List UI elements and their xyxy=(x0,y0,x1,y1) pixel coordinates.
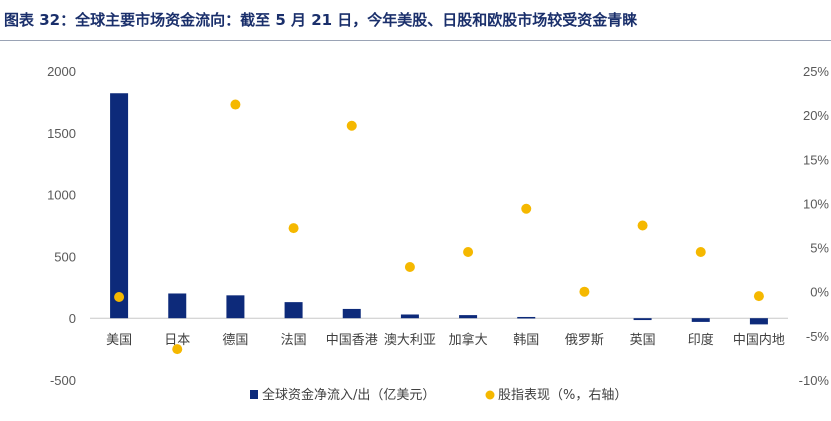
bar xyxy=(284,302,303,319)
bar xyxy=(691,318,710,322)
category-label: 印度 xyxy=(688,332,714,348)
scatter-point xyxy=(579,286,590,297)
bar xyxy=(400,314,419,319)
legend-dot-swatch xyxy=(485,390,495,400)
left-tick-label: 0 xyxy=(69,311,76,326)
bar xyxy=(517,316,536,319)
bar xyxy=(459,315,478,319)
right-axis: -10% -5% 0% 5% 10% 15% 20% 25% xyxy=(799,64,830,388)
scatter-point xyxy=(753,291,764,302)
bar xyxy=(633,318,652,321)
bar xyxy=(749,318,768,325)
category-label: 德国 xyxy=(222,333,248,348)
right-tick-label: -10% xyxy=(799,373,830,388)
legend-bar-swatch xyxy=(250,390,258,399)
legend-dot-label: 股指表现（%，右轴） xyxy=(498,388,627,403)
bar xyxy=(110,93,129,319)
scatter-point xyxy=(637,220,648,231)
right-tick-label: 5% xyxy=(810,241,829,256)
category-label: 俄罗斯 xyxy=(565,333,604,348)
bar xyxy=(226,295,245,319)
right-tick-label: -5% xyxy=(806,329,830,344)
scatter-point xyxy=(695,246,706,257)
left-tick-label: 500 xyxy=(54,249,76,264)
right-tick-label: 25% xyxy=(803,64,829,79)
right-tick-label: 10% xyxy=(803,196,829,211)
left-axis: -500 0 500 1000 1500 2000 xyxy=(47,64,76,388)
category-label: 中国香港 xyxy=(326,333,378,348)
legend: 全球资金净流入/出（亿美元） 股指表现（%，右轴） xyxy=(250,387,627,403)
category-label: 美国 xyxy=(106,333,132,348)
scatter-point xyxy=(288,223,299,234)
category-label: 中国内地 xyxy=(733,332,785,348)
chart-title: 图表 32：全球主要市场资金流向：截至 5 月 21 日，今年美股、日股和欧股市… xyxy=(4,11,638,29)
left-tick-label: 1000 xyxy=(47,188,76,203)
scatter-point xyxy=(521,203,532,214)
category-label: 澳大利亚 xyxy=(384,332,436,348)
category-label: 加拿大 xyxy=(449,332,488,348)
dot-series xyxy=(114,99,764,355)
scatter-point xyxy=(463,246,474,257)
legend-bar-label: 全球资金净流入/出（亿美元） xyxy=(262,387,435,403)
right-tick-label: 0% xyxy=(810,285,829,300)
left-tick-label: -500 xyxy=(50,373,76,388)
scatter-point xyxy=(346,120,357,131)
left-tick-label: 1500 xyxy=(47,126,76,141)
bar xyxy=(342,308,361,319)
left-tick-label: 2000 xyxy=(47,64,76,79)
title-rule xyxy=(0,40,831,41)
scatter-point xyxy=(230,99,241,110)
category-labels: 美国 日本 德国 法国 中国香港 澳大利亚 加拿大 韩国 俄罗斯 英国 印度 中国内地 xyxy=(106,332,785,348)
right-tick-label: 20% xyxy=(803,108,829,123)
right-tick-label: 15% xyxy=(803,152,829,167)
category-label: 韩国 xyxy=(513,333,539,348)
scatter-point xyxy=(114,292,125,303)
scatter-point xyxy=(404,261,415,272)
bar xyxy=(168,293,187,319)
category-label: 英国 xyxy=(630,333,656,348)
scatter-point xyxy=(172,344,183,355)
category-label: 日本 xyxy=(164,333,190,348)
bar-series xyxy=(110,93,768,325)
category-label: 法国 xyxy=(281,333,307,348)
